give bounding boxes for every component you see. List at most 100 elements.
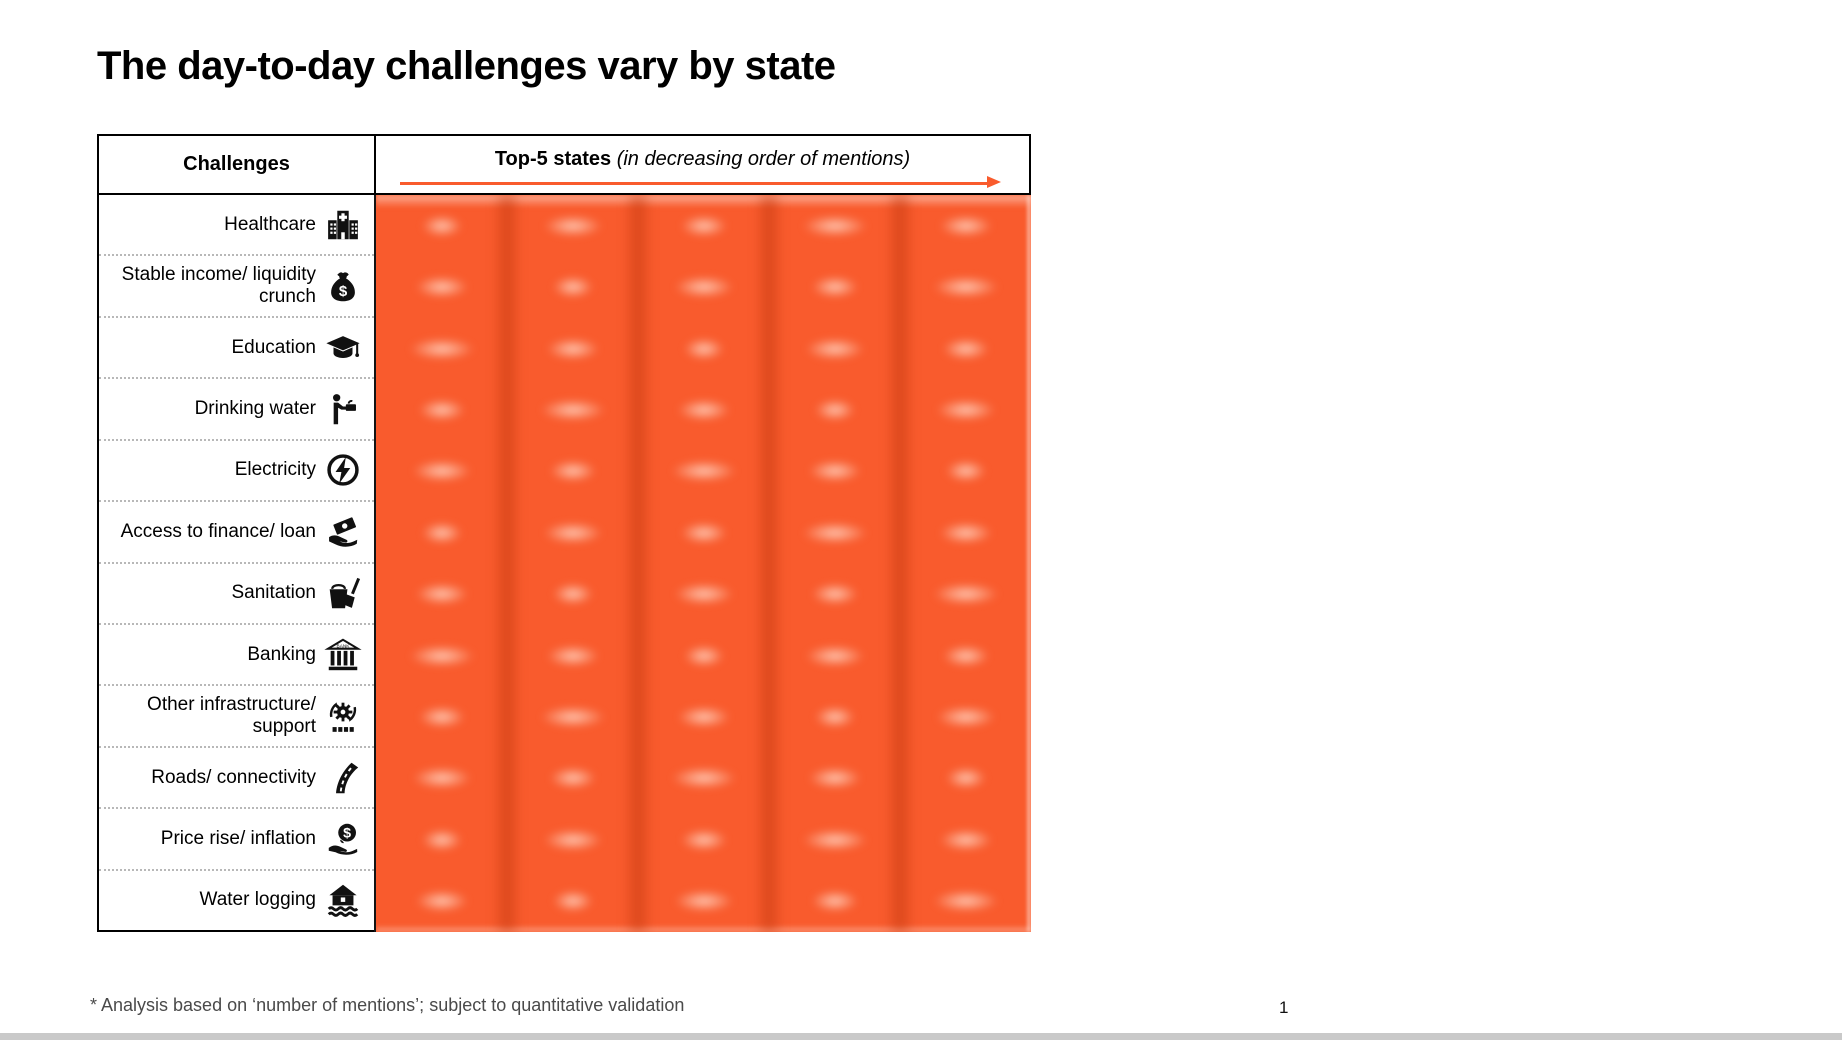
challenge-row: Stable income/ liquidity crunch $ xyxy=(99,256,374,318)
redacted-state-text xyxy=(407,273,476,302)
redacted-state-text xyxy=(411,395,472,424)
redacted-state-text xyxy=(538,334,607,363)
redacted-state-text xyxy=(399,641,484,670)
redacted-state-text xyxy=(673,211,734,240)
svg-text:BANK: BANK xyxy=(337,643,351,649)
redacted-state-text xyxy=(530,395,615,424)
challenges-list: Healthcare Stable income/ liquidity crun… xyxy=(97,195,374,932)
redacted-state-text xyxy=(935,641,996,670)
redacted-state-text xyxy=(927,703,1004,732)
challenge-label: Drinking water xyxy=(194,398,316,420)
redacted-state-text xyxy=(534,518,611,547)
challenge-label: Sanitation xyxy=(231,582,316,604)
bucket-broom-icon xyxy=(324,574,362,612)
redacted-states-area xyxy=(374,195,1031,932)
redacted-state-text xyxy=(665,273,742,302)
redacted-state-text xyxy=(931,518,1000,547)
challenge-row: Price rise/ inflation $ xyxy=(99,809,374,871)
column-separator-blur xyxy=(630,195,646,932)
redacted-state-text xyxy=(661,457,746,486)
redacted-state-text xyxy=(530,703,615,732)
challenge-row: Access to finance/ loan xyxy=(99,502,374,564)
challenge-row: Electricity xyxy=(99,441,374,503)
redacted-state-text xyxy=(677,641,730,670)
redacted-state-text xyxy=(415,518,468,547)
challenge-label: Price rise/ inflation xyxy=(160,828,316,849)
redacted-state-text xyxy=(923,580,1008,609)
redacted-state-text xyxy=(923,273,1008,302)
column-separator-blur xyxy=(499,195,515,932)
challenge-label: Other infrastructure/ support xyxy=(147,694,316,738)
challenge-row: Education xyxy=(99,318,374,380)
redacted-state-text xyxy=(665,887,742,916)
redacted-state-text xyxy=(935,334,996,363)
redacted-state-text xyxy=(407,887,476,916)
challenge-row: Other infrastructure/ support xyxy=(99,686,374,748)
bottom-divider-bar xyxy=(0,1033,1842,1040)
redacted-state-text xyxy=(792,211,877,240)
challenge-row: Drinking water xyxy=(99,379,374,441)
redacted-state-text xyxy=(792,825,877,854)
challenges-table: Challenges Top-5 states (in decreasing o… xyxy=(97,134,1031,932)
slide-title: The day-to-day challenges vary by state xyxy=(97,44,836,88)
redacted-state-text xyxy=(534,211,611,240)
redacted-state-text xyxy=(669,395,738,424)
redacted-state-text xyxy=(534,825,611,854)
hand-banknote-icon xyxy=(324,513,362,551)
redacted-state-text xyxy=(673,518,734,547)
svg-text:$: $ xyxy=(343,826,351,842)
challenges-column-header: Challenges xyxy=(99,136,376,193)
column-separator-blur xyxy=(761,195,777,932)
table-body: Healthcare Stable income/ liquidity crun… xyxy=(97,195,1031,932)
blur-edge-top xyxy=(376,195,1031,208)
challenge-label: Roads/ connectivity xyxy=(151,766,316,788)
challenge-label: Water logging xyxy=(199,889,316,911)
states-header-bold-text: Top-5 states xyxy=(494,148,612,170)
redacted-state-text xyxy=(804,580,865,609)
gear-arrows-icon xyxy=(324,697,362,735)
redacted-state-text xyxy=(403,457,480,486)
challenge-label: Access to finance/ loan xyxy=(120,520,316,542)
redacted-state-text xyxy=(673,825,734,854)
redacted-state-text xyxy=(403,764,480,793)
svg-text:$: $ xyxy=(339,283,348,300)
redacted-state-text xyxy=(796,334,873,363)
redacted-state-text xyxy=(546,887,599,916)
redacted-state-text xyxy=(808,703,861,732)
challenge-row: Healthcare xyxy=(99,195,374,257)
redacted-state-text xyxy=(665,580,742,609)
redacted-state-text xyxy=(804,273,865,302)
footnote: * Analysis based on ‘number of mentions’… xyxy=(90,995,685,1015)
road-icon xyxy=(324,759,362,797)
hospital-icon xyxy=(324,206,362,244)
states-column-header: Top-5 states (in decreasing order of men… xyxy=(376,136,1029,193)
graduation-cap-icon xyxy=(324,329,362,367)
challenge-row: Roads/ connectivity xyxy=(99,748,374,810)
drinking-fountain-icon xyxy=(324,390,362,428)
redacted-state-text xyxy=(796,641,873,670)
redacted-state-text xyxy=(931,211,1000,240)
challenge-row: Sanitation xyxy=(99,564,374,625)
redacted-state-text xyxy=(800,764,869,793)
redacted-state-text xyxy=(542,457,603,486)
redacted-state-text xyxy=(800,457,869,486)
redacted-state-text xyxy=(661,764,746,793)
redacted-state-text xyxy=(542,764,603,793)
challenge-label: Education xyxy=(231,336,316,358)
bank-building-icon: BANK xyxy=(324,636,362,674)
page-number: 1 xyxy=(1279,998,1289,1017)
redacted-state-text xyxy=(808,395,861,424)
redacted-state-text xyxy=(399,334,484,363)
table-header-row: Challenges Top-5 states (in decreasing o… xyxy=(97,134,1031,195)
redacted-state-text xyxy=(407,580,476,609)
redacted-state-text xyxy=(677,334,730,363)
redacted-state-text xyxy=(415,211,468,240)
redacted-state-text xyxy=(546,273,599,302)
challenge-label: Banking xyxy=(247,643,316,665)
redacted-state-text xyxy=(411,703,472,732)
redacted-state-text xyxy=(792,518,877,547)
challenge-label: Stable income/ liquidity crunch xyxy=(121,264,316,308)
redacted-state-text xyxy=(538,641,607,670)
flooded-house-icon xyxy=(324,881,362,919)
redacted-state-text xyxy=(669,703,738,732)
